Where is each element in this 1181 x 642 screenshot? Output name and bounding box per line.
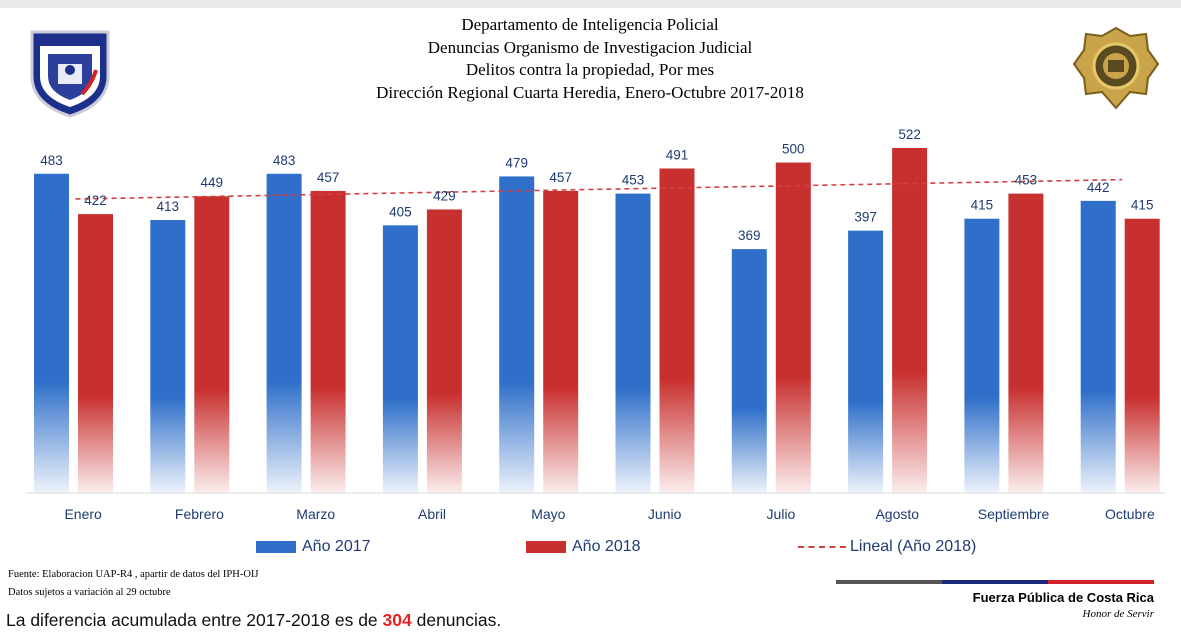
bar-2017-junio [615,193,651,493]
data-label-2018-septiembre: 453 [1015,173,1038,188]
brand-color-bar [836,580,1154,584]
data-label-2018-abril: 429 [433,188,456,203]
legend-item-trend: Lineal (Año 2018) [798,538,976,556]
brand-motto: Honor de Servir [1082,608,1155,620]
source-line-1: Fuente: Elaboracion UAP-R4 , apartir de … [8,569,259,580]
legend-item-2018: Año 2018 [526,538,641,556]
data-label-2017-febrero: 413 [157,199,180,214]
legend-label-2018: Año 2018 [572,538,641,555]
bar-2018-febrero [194,196,230,493]
brand-bar-gray [836,580,942,584]
chart-title-line-1: Departamento de Inteligencia Policial [461,15,719,34]
data-label-2017-marzo: 483 [273,153,296,168]
chart-title-line-2: Denuncias Organismo de Investigacion Jud… [427,37,753,57]
data-label-2017-octubre: 442 [1087,180,1110,195]
legend-swatch-2018 [526,541,566,553]
data-label-2017-junio: 453 [622,173,645,188]
data-label-2018-mayo: 457 [549,170,572,185]
x-tick-label-junio: Junio [648,506,682,522]
data-label-2018-febrero: 449 [201,175,224,190]
data-label-2017-mayo: 479 [505,155,528,170]
bar-2017-enero [34,173,69,493]
x-tick-label-julio: Julio [767,506,796,522]
x-tick-label-marzo: Marzo [296,506,335,522]
x-tick-label-mayo: Mayo [531,506,565,522]
data-label-2018-agosto: 522 [898,127,921,142]
bar-2018-julio [775,162,811,494]
bar-2018-junio [659,168,695,493]
oij-badge-icon [1072,26,1160,110]
data-label-2017-agosto: 397 [854,210,877,225]
chart-title-line-3: Delitos contra la propiedad, Por mes [465,60,715,79]
legend-swatch-trend [798,546,846,548]
x-tick-label-agosto: Agosto [875,506,919,522]
bar-2018-octubre [1124,218,1160,493]
bar-2017-septiembre [964,218,1000,493]
data-label-2017-enero: 483 [40,153,63,168]
bar-2018-septiembre [1008,193,1044,493]
bar-2018-marzo [310,190,346,493]
chart-legend: Año 2017 Año 2018 Lineal (Año 2018) [0,534,1181,560]
difference-note-value: 304 [382,610,412,630]
bar-2017-julio [731,249,767,493]
trendline-2018 [75,178,1123,200]
bar-2018-agosto [892,148,928,493]
x-tick-label-enero: Enero [64,506,102,522]
chart-title-block: Departamento de Inteligencia Policial De… [230,14,950,104]
bar-2017-abril [382,225,418,494]
brand-bar-blue [942,580,1048,584]
data-label-2018-marzo: 457 [317,170,340,185]
bar-2017-febrero [150,220,186,494]
x-tick-label-octubre: Octubre [1105,506,1155,522]
bar-2017-mayo [499,176,535,493]
x-tick-label-abril: Abril [418,506,446,522]
data-label-2018-enero: 422 [84,193,107,208]
difference-note: La diferencia acumulada entre 2017-2018 … [6,610,501,631]
bar-2017-marzo [266,173,302,493]
bar-2018-abril [426,209,462,493]
data-label-2017-septiembre: 415 [971,198,994,213]
source-line-2: Datos sujetos a variación al 29 octubre [8,587,171,598]
data-label-2018-julio: 500 [782,142,805,157]
data-label-2018-octubre: 415 [1131,198,1154,213]
x-tick-label-febrero: Febrero [175,506,224,522]
legend-item-2017: Año 2017 [256,538,371,556]
difference-note-before: La diferencia acumulada entre 2017-2018 … [6,610,378,630]
bar-2017-agosto [848,230,884,494]
legend-label-trend: Lineal (Año 2018) [850,538,977,555]
data-label-2018-junio: 491 [666,147,689,162]
difference-note-after: denuncias. [416,610,502,630]
brand-name: Fuerza Pública de Costa Rica [972,590,1154,605]
bar-chart: 483 422 Enero 413 449 Febrero 483 457 Marzo 405 42… [26,127,1165,522]
legend-swatch-2017 [256,541,296,553]
brand-bar-red [1048,580,1154,584]
fuerza-publica-logo-icon [30,30,110,118]
top-border [0,0,1181,8]
source-notes: Fuente: Elaboracion UAP-R4 , apartir de … [8,566,258,602]
data-label-2017-julio: 369 [738,228,761,243]
chart-title-line-4: Dirección Regional Cuarta Heredia, Enero… [376,82,804,102]
bar-2018-mayo [543,190,579,493]
legend-label-2017: Año 2017 [302,538,371,555]
x-tick-label-septiembre: Septiembre [978,506,1050,522]
bar-2017-octubre [1080,200,1116,493]
bar-2018-enero [78,214,113,493]
data-label-2017-abril: 405 [389,204,412,219]
